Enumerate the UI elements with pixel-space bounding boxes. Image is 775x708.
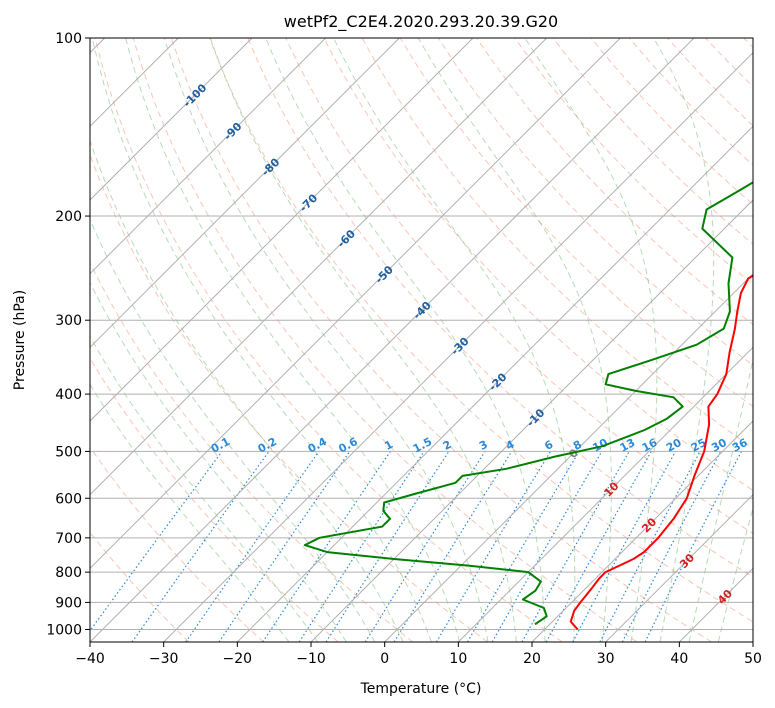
moist-adiabat bbox=[688, 356, 753, 642]
mixing-ratio-line bbox=[393, 451, 513, 642]
moist-adiabat bbox=[163, 38, 489, 642]
dry-adiabat bbox=[209, 38, 753, 623]
moist-adiabat bbox=[90, 335, 319, 642]
plot-background bbox=[90, 38, 753, 642]
moist-adiabat bbox=[417, 38, 612, 642]
mixing-ratio-line bbox=[521, 451, 630, 642]
dry-adiabat bbox=[247, 38, 753, 578]
moist-adiabat bbox=[524, 38, 658, 642]
y-tick-label: 400 bbox=[55, 387, 82, 403]
moist-adiabat bbox=[717, 506, 753, 642]
y-tick-label: 300 bbox=[55, 313, 82, 329]
profiles bbox=[303, 181, 753, 631]
mixing-ratio-line bbox=[298, 451, 425, 642]
moist-adiabat bbox=[90, 218, 376, 642]
dry-adiabat bbox=[170, 38, 712, 642]
isotherm bbox=[163, 51, 753, 642]
y-tick-label: 100 bbox=[55, 31, 82, 47]
moist-adiabat bbox=[209, 38, 517, 642]
isotherm bbox=[605, 493, 753, 642]
y-tick-label: 900 bbox=[55, 595, 82, 611]
dry-adiabat bbox=[323, 38, 753, 492]
x-tick-label: 50 bbox=[744, 651, 762, 667]
dry-adiabat bbox=[90, 446, 264, 642]
mixing-ratio-label: 20 bbox=[664, 436, 684, 455]
dry-adiabat bbox=[94, 38, 563, 642]
isotherm bbox=[531, 420, 753, 642]
isotherm bbox=[90, 38, 327, 275]
dry-adiabat bbox=[285, 38, 753, 535]
mixing-ratio-line bbox=[218, 451, 351, 642]
y-ticks: 100 200 300 400 500 600 700 800 900 1000 bbox=[46, 31, 90, 638]
y-tick-label: 1000 bbox=[46, 622, 82, 638]
mixing-ratio-line bbox=[545, 451, 652, 642]
isotherm bbox=[90, 38, 253, 201]
isotherm bbox=[236, 125, 753, 642]
x-tick-label: 20 bbox=[523, 651, 541, 667]
isotherm bbox=[90, 38, 621, 570]
y-tick-label: 200 bbox=[55, 209, 82, 225]
x-axis-title: Temperature (°C) bbox=[360, 681, 482, 697]
dry-adiabat bbox=[90, 357, 339, 642]
isotherm bbox=[90, 38, 400, 349]
isotherm bbox=[90, 38, 695, 642]
moist-adiabat bbox=[90, 281, 347, 642]
x-tick-label: −40 bbox=[75, 651, 105, 667]
isotherm bbox=[457, 346, 753, 642]
moist-adiabat bbox=[90, 139, 404, 642]
isotherm bbox=[90, 38, 474, 422]
dry-adiabat bbox=[90, 261, 414, 642]
moist-adiabat bbox=[653, 38, 715, 642]
x-tick-label: −20 bbox=[223, 651, 253, 667]
dry-adiabat bbox=[476, 38, 753, 326]
y-axis-title: Pressure (hPa) bbox=[12, 290, 28, 390]
x-tick-label: −30 bbox=[149, 651, 179, 667]
x-tick-label: −10 bbox=[296, 651, 326, 667]
dry-adiabat bbox=[514, 38, 753, 285]
dewpoint-profile bbox=[303, 181, 753, 626]
x-tick-label: 30 bbox=[597, 651, 615, 667]
x-ticks: −40 −30 −20 −10 0 10 20 30 40 50 bbox=[75, 642, 762, 667]
y-tick-label: 800 bbox=[55, 565, 82, 581]
mixing-ratio-line bbox=[572, 451, 677, 642]
x-tick-label: 0 bbox=[380, 651, 389, 667]
background-lines bbox=[90, 38, 753, 642]
mixing-ratio-line bbox=[262, 451, 391, 642]
mixing-ratio-line bbox=[185, 451, 320, 642]
mixing-ratio-line bbox=[621, 451, 722, 642]
mixing-ratio-line bbox=[325, 451, 450, 642]
dry-adiabat bbox=[132, 38, 638, 642]
mixing-ratio-label: 10 bbox=[590, 436, 610, 455]
y-tick-label: 600 bbox=[55, 491, 82, 507]
moist-adiabat bbox=[91, 38, 432, 642]
mixing-ratio-label: 16 bbox=[640, 436, 660, 455]
mixing-ratio-label: 30 bbox=[709, 436, 729, 455]
temperature-profile bbox=[569, 274, 753, 631]
mixing-ratio-label: 36 bbox=[730, 436, 750, 455]
x-tick-label: 10 bbox=[449, 651, 467, 667]
moist-adiabat bbox=[125, 38, 461, 642]
x-tick-label: 40 bbox=[670, 651, 688, 667]
isotherm bbox=[752, 641, 753, 642]
moist-adiabat bbox=[90, 383, 290, 642]
chart-title: wetPf2_C2E4.2020.293.20.39.G20 bbox=[284, 12, 558, 32]
mixing-ratio-line bbox=[90, 451, 223, 632]
mixing-ratio-label: 13 bbox=[618, 436, 638, 455]
y-tick-label: 700 bbox=[55, 531, 82, 547]
isotherm bbox=[384, 272, 753, 642]
y-tick-label: 500 bbox=[55, 444, 82, 460]
plot-frame bbox=[89, 37, 754, 643]
moist-adiabat bbox=[265, 38, 546, 642]
isotherm bbox=[90, 38, 548, 496]
mixing-ratio-line bbox=[644, 451, 743, 642]
isotherm bbox=[310, 199, 753, 642]
